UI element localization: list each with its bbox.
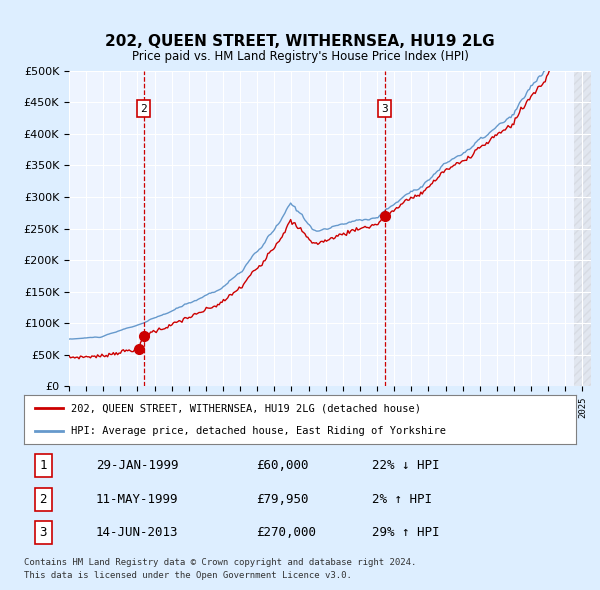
Text: This data is licensed under the Open Government Licence v3.0.: This data is licensed under the Open Gov… [24,571,352,580]
Text: 3: 3 [382,104,388,114]
Text: 202, QUEEN STREET, WITHERNSEA, HU19 2LG: 202, QUEEN STREET, WITHERNSEA, HU19 2LG [105,34,495,49]
Text: 11-MAY-1999: 11-MAY-1999 [96,493,178,506]
Text: 202, QUEEN STREET, WITHERNSEA, HU19 2LG (detached house): 202, QUEEN STREET, WITHERNSEA, HU19 2LG … [71,404,421,414]
Text: £270,000: £270,000 [256,526,316,539]
Text: 2: 2 [140,104,147,114]
Text: 3: 3 [40,526,47,539]
Text: 2% ↑ HPI: 2% ↑ HPI [372,493,432,506]
Text: HPI: Average price, detached house, East Riding of Yorkshire: HPI: Average price, detached house, East… [71,425,446,435]
Text: 1: 1 [40,459,47,472]
Text: £79,950: £79,950 [256,493,308,506]
Bar [574,71,591,386]
Text: 29% ↑ HPI: 29% ↑ HPI [372,526,439,539]
Text: 29-JAN-1999: 29-JAN-1999 [96,459,178,472]
Text: Contains HM Land Registry data © Crown copyright and database right 2024.: Contains HM Land Registry data © Crown c… [24,558,416,566]
Text: 14-JUN-2013: 14-JUN-2013 [96,526,178,539]
Text: 2: 2 [40,493,47,506]
Text: 22% ↓ HPI: 22% ↓ HPI [372,459,439,472]
Text: £60,000: £60,000 [256,459,308,472]
Text: Price paid vs. HM Land Registry's House Price Index (HPI): Price paid vs. HM Land Registry's House … [131,50,469,63]
